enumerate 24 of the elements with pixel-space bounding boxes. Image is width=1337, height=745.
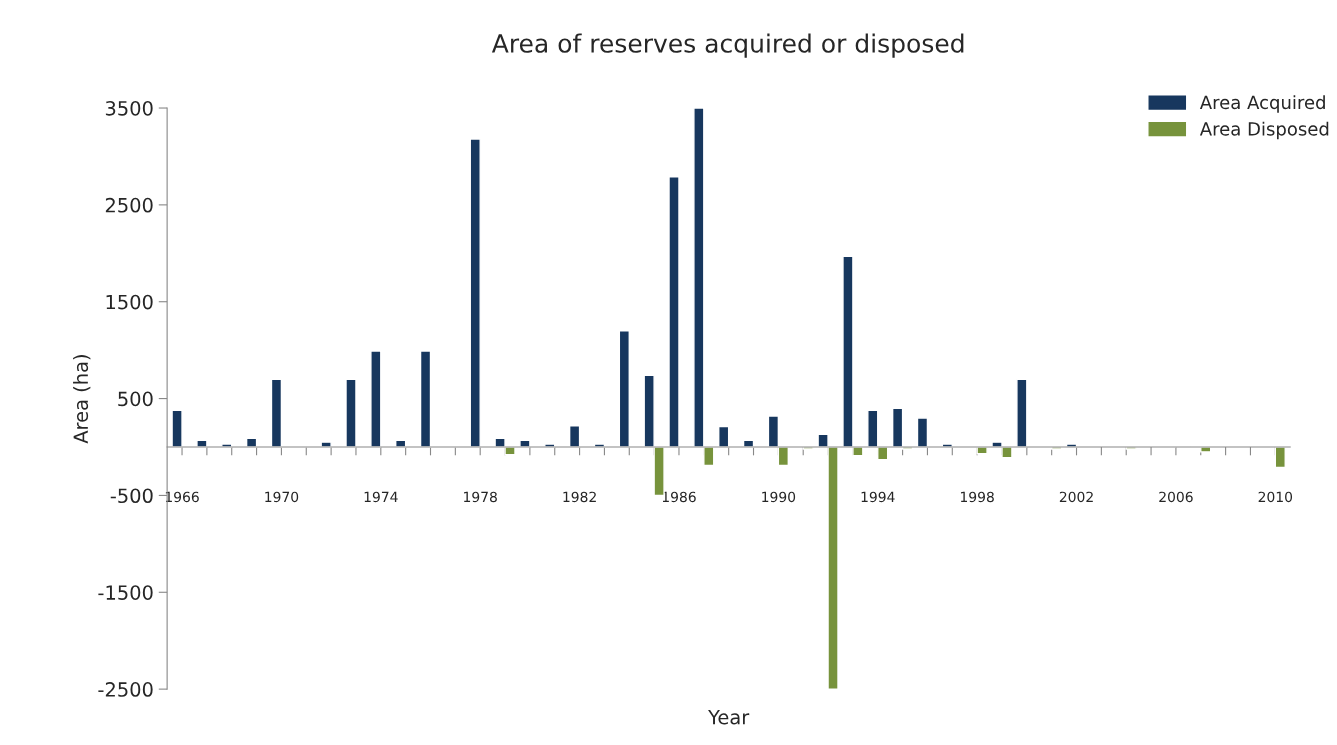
y-tick-label: 2500 (105, 197, 153, 213)
chart-title: Area of reserves acquired or disposed (491, 33, 964, 58)
y-tick-label: 3500 (105, 100, 153, 116)
x-tick-label: 2006 (1159, 491, 1193, 503)
x-tick-label: 1974 (364, 491, 398, 503)
y-tick-label: -500 (110, 488, 153, 504)
x-tick-label: 1990 (762, 491, 796, 503)
x-tick-label: 1998 (960, 491, 994, 503)
x-tick-label: 1982 (563, 491, 596, 503)
y-tick-label: 500 (118, 391, 153, 407)
x-tick-label: 1986 (662, 491, 696, 503)
x-tick-label: 1978 (464, 491, 497, 503)
y-tick-label: -2500 (98, 682, 153, 697)
y-tick-label: -1500 (98, 585, 153, 600)
x-tick-label: 2002 (1059, 491, 1093, 503)
y-tick-label: 1500 (106, 294, 153, 310)
x-tick-label: 2010 (1258, 491, 1293, 503)
x-tick-label: 1966 (165, 491, 199, 503)
legend-label: Area Disposed (1199, 121, 1329, 140)
x-tick-label: 1994 (861, 491, 895, 503)
legend-label: Area Acquired (1199, 95, 1325, 113)
y-axis-title: Area (ha) (73, 355, 91, 444)
x-axis-title: Year (708, 710, 750, 725)
x-tick-label: 1970 (265, 491, 299, 503)
